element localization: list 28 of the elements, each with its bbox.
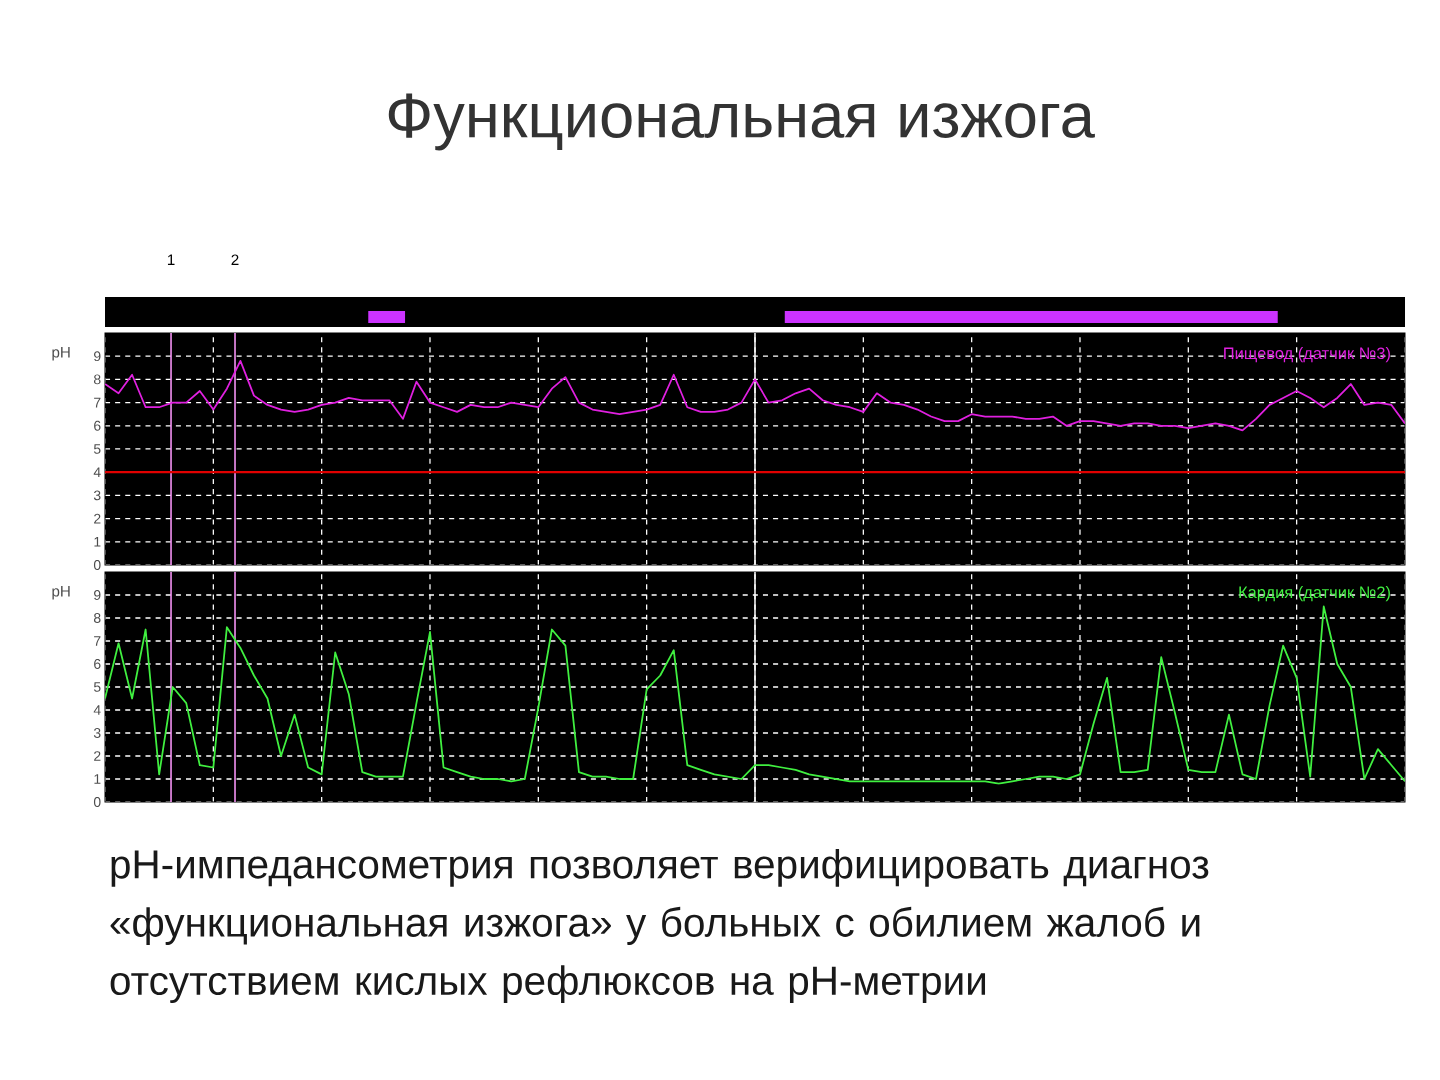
text: Пищевод (датчик №3): [1224, 347, 1390, 363]
y-tick-label: 1: [94, 774, 101, 784]
y-tick-label: 9: [94, 590, 101, 600]
y-tick-label: 4: [93, 705, 101, 715]
text: 1: [167, 254, 175, 266]
series-label: Кардия (датчик №2): [1239, 586, 1390, 602]
y-axis-title: pH: [52, 586, 70, 600]
y-tick-label: 9: [94, 351, 101, 362]
y-tick-label: 8: [93, 374, 101, 385]
y-tick-label: 3: [93, 490, 101, 501]
y-tick-label: 5: [93, 444, 101, 454]
text: 2: [231, 254, 239, 266]
y-tick-label: 7: [94, 636, 101, 646]
y-tick-label: 8: [93, 613, 101, 623]
y-tick-label: 6: [94, 420, 101, 431]
y-tick-label: 1: [94, 537, 101, 547]
y-tick-label: 2: [94, 751, 101, 761]
y-tick-label: 2: [94, 513, 101, 524]
y-tick-label: 4: [93, 467, 101, 477]
text: pH-импедансометрия позволяет верифицировать диагноз «функциональная изжога» у больных с обилием жалоб и отсутствием кислых рефлюксов на pH-метрии: [110, 848, 1209, 1004]
chart-title: Функциональная изжога: [388, 93, 1095, 151]
y-tick-label: 0: [93, 560, 101, 570]
y-tick-label: 7: [94, 397, 101, 408]
y-tick-label: 5: [93, 682, 101, 692]
y-tick-label: 0: [93, 797, 101, 807]
y-axis-title: pH: [52, 347, 70, 361]
y-tick-label: 3: [93, 728, 101, 738]
y-tick-label: 6: [94, 659, 101, 669]
